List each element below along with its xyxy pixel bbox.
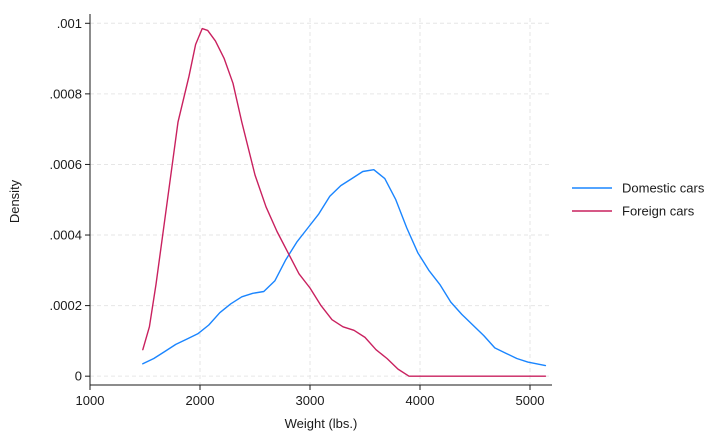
y-tick-label: .001	[57, 16, 82, 31]
y-tick-label: .0008	[49, 86, 82, 101]
series-line-domestic	[142, 168, 547, 367]
legend: Domestic cars Foreign cars	[572, 181, 705, 219]
x-tick-label: 4000	[406, 393, 435, 408]
y-tick-label: .0006	[49, 157, 82, 172]
y-tick-label: .0002	[49, 298, 82, 313]
y-axis-title: Density	[7, 179, 22, 223]
x-tick-label: 3000	[296, 393, 325, 408]
y-tick-label: 0	[75, 369, 82, 384]
y-tick-label: .0004	[49, 228, 82, 243]
series-lines	[142, 27, 547, 377]
legend-label: Domestic cars	[622, 181, 705, 196]
axes: 0 .0002 .0004 .0006 .0008 .001 1000 2000 3000 400…	[49, 14, 552, 408]
legend-label: Foreign cars	[622, 204, 695, 219]
x-tick-label: 1000	[76, 393, 105, 408]
x-tick-label: 2000	[186, 393, 215, 408]
x-axis-title: Weight (lbs.)	[285, 416, 358, 431]
x-tick-label: 5000	[516, 393, 545, 408]
series-line-foreign	[142, 27, 547, 377]
